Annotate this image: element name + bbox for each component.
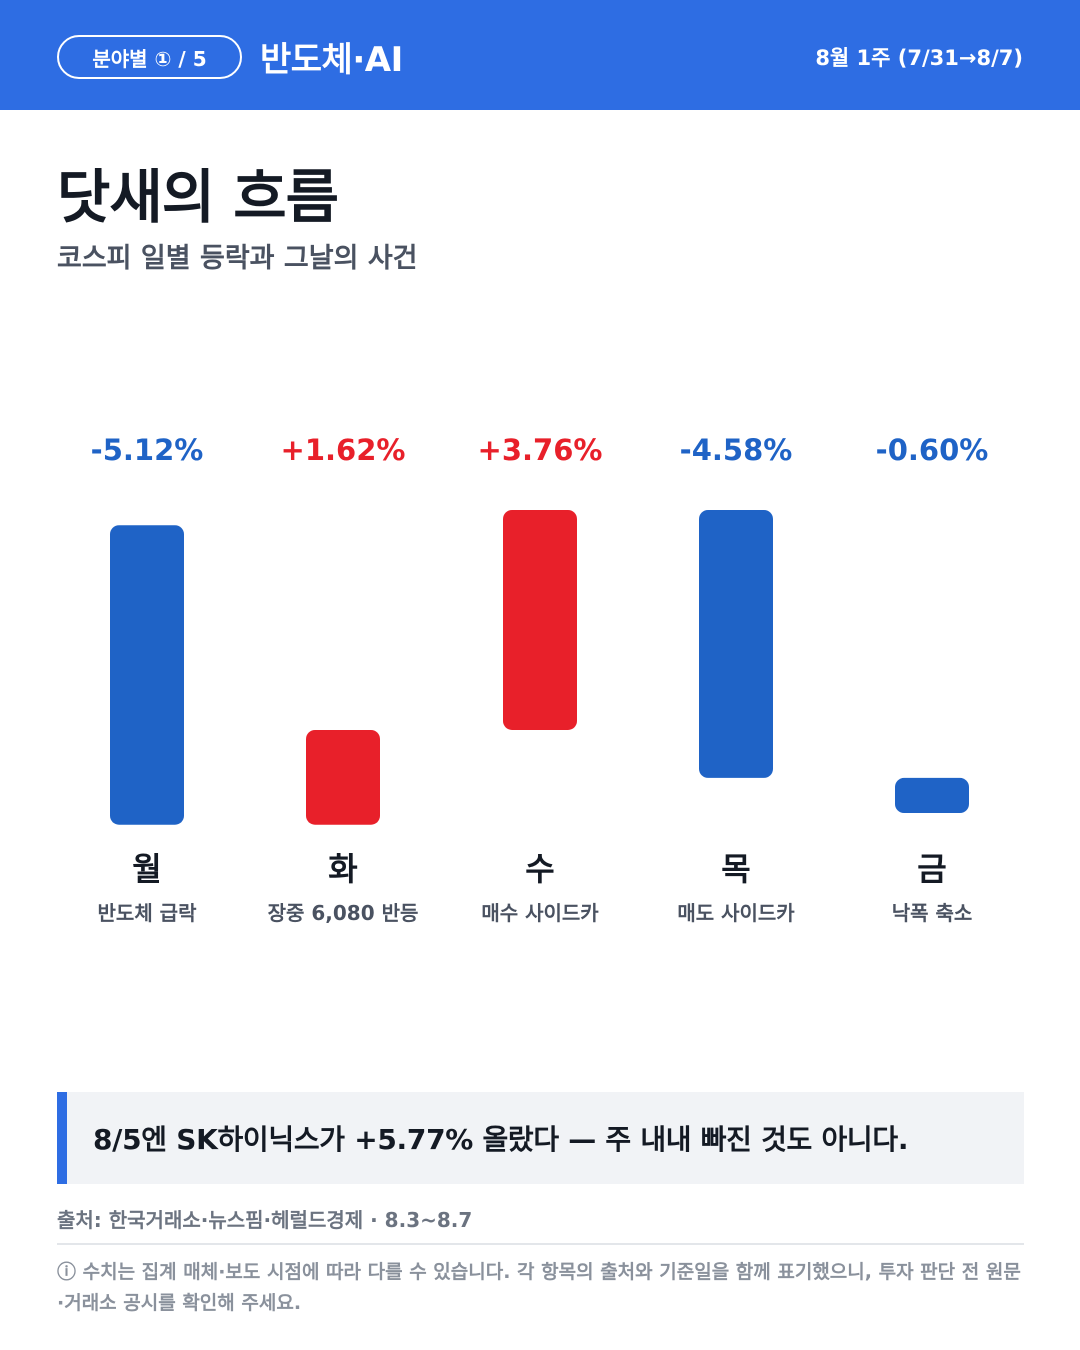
section-title: 반도체·AI xyxy=(260,40,403,80)
event-label-4: 매도 사이드카 xyxy=(677,901,795,925)
bar-5 xyxy=(895,777,969,814)
callout-box: 8/5엔 SK하이닉스가 +5.77% 올랐다 — 주 내내 빠진 것도 아니다… xyxy=(57,1092,1024,1184)
day-label-4: 목 xyxy=(721,850,750,888)
value-label-4: -4.58% xyxy=(680,433,793,467)
section-pill[interactable]: 분야별 ① / 5 xyxy=(57,35,242,79)
day-label-5: 금 xyxy=(917,850,946,888)
callout-text: 8/5엔 SK하이닉스가 +5.77% 올랐다 — 주 내내 빠진 것도 아니다… xyxy=(93,1123,909,1156)
event-label-1: 반도체 급락 xyxy=(98,901,198,925)
page-title: 닷새의 흐름 xyxy=(57,163,339,231)
bar-2 xyxy=(306,729,380,825)
disclaimer-note: ⓘ 수치는 집계 매체·보도 시점에 따라 다를 수 있습니다. 각 항목의 출… xyxy=(57,1261,1021,1314)
bar-3 xyxy=(503,510,577,730)
day-label-1: 월 xyxy=(132,850,161,888)
header-bar: 분야별 ① / 5 반도체·AI 8월 1주 (7/31→8/7) xyxy=(0,0,1080,110)
bar-4 xyxy=(699,510,773,778)
event-label-5: 낙폭 축소 xyxy=(892,901,973,925)
week-label: 8월 1주 (7/31→8/7) xyxy=(815,46,1023,70)
value-label-2: +1.62% xyxy=(281,433,406,467)
source-text: 출처: 한국거래소·뉴스핌·헤럴드경제 · 8.3~8.7 xyxy=(57,1208,473,1232)
day-label-3: 수 xyxy=(525,850,554,888)
bar-1 xyxy=(110,525,184,825)
value-label-5: -0.60% xyxy=(876,433,989,467)
event-label-2: 장중 6,080 반등 xyxy=(268,901,419,925)
day-label-2: 화 xyxy=(328,850,357,888)
page-subtitle: 코스피 일별 등락과 그날의 사건 xyxy=(57,243,418,274)
divider xyxy=(57,1243,1024,1245)
value-label-1: -5.12% xyxy=(91,433,204,467)
event-label-3: 매수 사이드카 xyxy=(481,901,599,925)
value-label-3: +3.76% xyxy=(478,433,603,467)
